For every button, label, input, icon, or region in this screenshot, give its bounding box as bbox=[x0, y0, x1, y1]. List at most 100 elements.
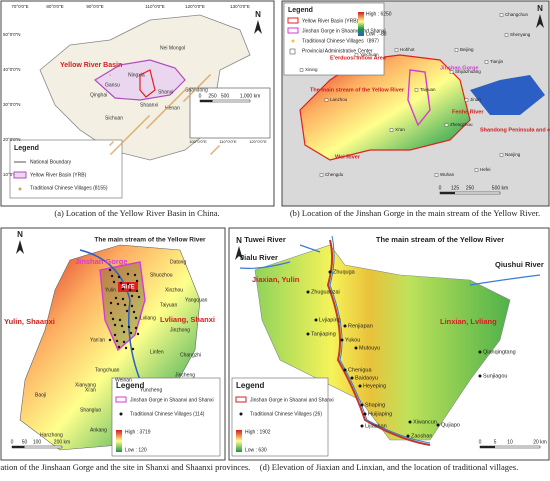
village-dot bbox=[170, 103, 172, 105]
village-dot bbox=[143, 120, 145, 122]
label: Lvliang bbox=[140, 315, 156, 321]
legend-title: Legend bbox=[236, 381, 265, 390]
label: E'erduosi Inflow Area bbox=[330, 55, 387, 61]
village-dot bbox=[211, 152, 213, 154]
village-dot bbox=[130, 133, 132, 135]
village-dot bbox=[239, 412, 243, 416]
label: Shijiazhuang bbox=[455, 69, 481, 74]
label: Yulin bbox=[105, 287, 116, 293]
village-dot bbox=[406, 434, 410, 438]
village-dot bbox=[158, 115, 160, 117]
label: Sichuan bbox=[105, 115, 123, 121]
legend-ramp bbox=[116, 430, 122, 452]
village-dot bbox=[145, 118, 147, 120]
village-dot bbox=[123, 140, 125, 142]
village-dot bbox=[132, 131, 134, 133]
lat-tick: 10°0'0"N bbox=[3, 172, 21, 177]
label: Yinchuan bbox=[360, 52, 379, 57]
label: Lanzhou bbox=[330, 97, 348, 102]
gorge-outline bbox=[139, 69, 156, 98]
village-dot bbox=[195, 88, 197, 90]
scale-label: 0 bbox=[439, 185, 442, 191]
village-dot bbox=[134, 129, 136, 131]
scale-label: 500 bbox=[221, 93, 230, 99]
label: Yangquan bbox=[185, 297, 208, 303]
village-dot bbox=[115, 339, 119, 343]
village-dot bbox=[181, 92, 183, 94]
village-dot bbox=[142, 121, 144, 123]
scale-label: 0 bbox=[11, 439, 14, 445]
lat-tick: 50°0'0"N bbox=[3, 32, 21, 37]
village-dot bbox=[178, 95, 180, 97]
village-dot bbox=[117, 345, 121, 349]
village-dot bbox=[132, 310, 136, 314]
village-dot bbox=[343, 368, 347, 372]
gorge-d bbox=[326, 239, 431, 446]
village-dot bbox=[137, 126, 139, 128]
village-dot bbox=[110, 153, 112, 155]
label: SITE bbox=[121, 285, 134, 291]
village-dot bbox=[174, 99, 176, 101]
legend-item: Traditional Chinese Villages (26) bbox=[250, 411, 322, 417]
city-marker bbox=[434, 173, 439, 177]
village-dot bbox=[121, 297, 125, 301]
scale-label: 5 bbox=[494, 439, 497, 445]
village-dot bbox=[112, 280, 116, 284]
village-dot bbox=[159, 114, 161, 116]
village-dot bbox=[117, 146, 119, 148]
scale-bar bbox=[12, 446, 25, 448]
village-dot bbox=[110, 143, 112, 145]
legend-item: Jinshan Gorge in Shaanxi and Shanxi bbox=[130, 397, 214, 403]
lat-tick: 20°0'0"N bbox=[3, 137, 21, 142]
village-dot bbox=[117, 275, 121, 279]
village-dot bbox=[157, 116, 159, 118]
village-dot bbox=[147, 126, 149, 128]
north-arrow bbox=[536, 14, 544, 28]
village-dot bbox=[193, 90, 195, 92]
label: Xi'an bbox=[85, 387, 96, 393]
label: Nei Mongol bbox=[160, 45, 185, 51]
city-marker bbox=[354, 53, 359, 57]
village-dot bbox=[161, 112, 163, 114]
scale-label: 100 bbox=[33, 439, 42, 445]
village-dot bbox=[214, 149, 216, 151]
village-dot bbox=[363, 412, 367, 416]
village-dot bbox=[187, 96, 189, 98]
label: Jialu River bbox=[240, 253, 278, 262]
village-dot bbox=[205, 78, 207, 80]
village-dot bbox=[111, 142, 113, 144]
village-dot bbox=[213, 150, 215, 152]
village-dot bbox=[112, 141, 114, 143]
label: Qiushui River bbox=[495, 260, 544, 269]
label: Nanjing bbox=[505, 152, 521, 157]
village-dot bbox=[192, 91, 194, 93]
village-dot bbox=[155, 118, 157, 120]
legend-low: Low : 120 bbox=[125, 447, 147, 453]
village-dot bbox=[184, 99, 186, 101]
caption: (b) Location of the Jinshan Gorge in the… bbox=[290, 208, 540, 218]
village-dot bbox=[124, 139, 126, 141]
village-dot bbox=[133, 130, 135, 132]
legend-item: National Boundary bbox=[30, 159, 72, 165]
label: Ankang bbox=[90, 427, 107, 433]
label: Lvjiaping bbox=[319, 317, 341, 323]
legend-key bbox=[287, 17, 299, 24]
city-marker bbox=[389, 128, 394, 132]
village-dot bbox=[160, 113, 162, 115]
village-dot bbox=[108, 338, 112, 342]
village-dot bbox=[478, 374, 482, 378]
village-dot bbox=[291, 39, 295, 43]
inset-frame bbox=[189, 87, 271, 139]
legend-a bbox=[9, 139, 123, 199]
label: Zhuquga bbox=[333, 269, 356, 275]
village-dot bbox=[217, 146, 219, 148]
label: Datong bbox=[170, 259, 186, 265]
village-dot bbox=[176, 97, 178, 99]
village-dot bbox=[206, 77, 208, 79]
legend-key bbox=[287, 27, 299, 34]
label: Yuncheng bbox=[140, 387, 162, 393]
label: Zhuguanzai bbox=[311, 289, 340, 295]
village-dot bbox=[183, 90, 185, 92]
label: Shaanxi bbox=[140, 102, 158, 108]
